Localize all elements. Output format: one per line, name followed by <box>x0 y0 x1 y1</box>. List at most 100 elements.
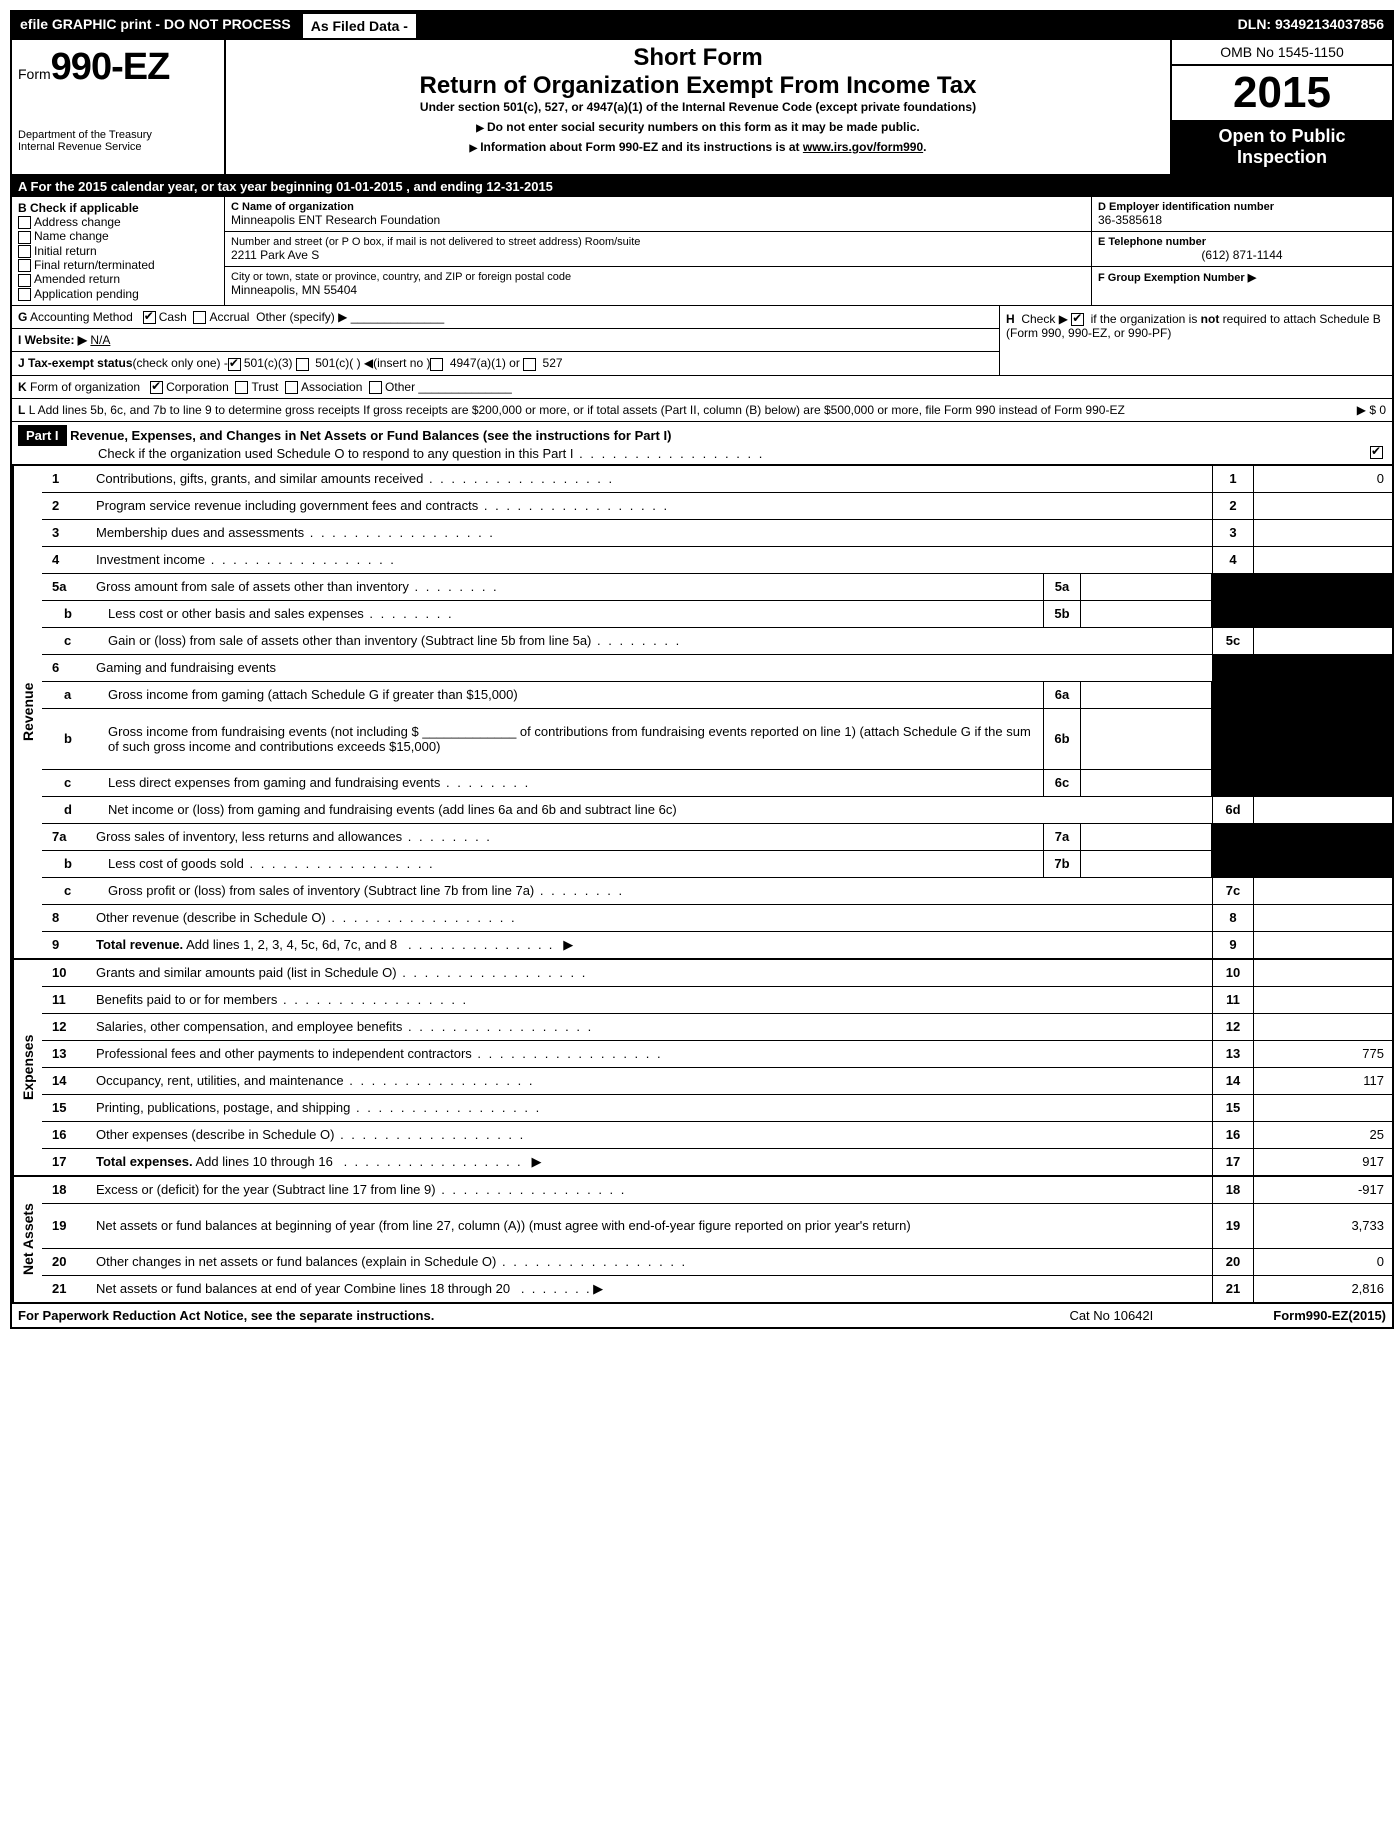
row-l-gross-receipts: L L Add lines 5b, 6c, and 7b to line 9 t… <box>12 399 1392 422</box>
ein-value: 36-3585618 <box>1098 213 1386 227</box>
line-7a-value <box>1081 824 1212 850</box>
as-filed-box: As Filed Data - <box>303 14 416 38</box>
line-2-desc: Program service revenue including govern… <box>92 495 1212 516</box>
line-2-value <box>1253 493 1392 519</box>
chk-527[interactable] <box>523 358 536 371</box>
row-i-website: I Website: ▶ N/A <box>12 329 999 352</box>
bullet-info: Information about Form 990-EZ and its in… <box>234 140 1162 154</box>
line-5b-desc: Less cost or other basis and sales expen… <box>104 603 1043 624</box>
chk-address-change[interactable] <box>18 216 31 229</box>
line-5a-value <box>1081 574 1212 600</box>
chk-application-pending[interactable] <box>18 288 31 301</box>
form-990ez: efile GRAPHIC print - DO NOT PROCESS As … <box>10 10 1394 1329</box>
line-16-value: 25 <box>1253 1122 1392 1148</box>
line-6d-value <box>1253 797 1392 823</box>
header-left: Form990-EZ Department of the Treasury In… <box>12 40 226 174</box>
efile-notice: efile GRAPHIC print - DO NOT PROCESS <box>12 12 299 40</box>
tax-year: 2015 <box>1172 66 1392 120</box>
row-l-amount: ▶ $ 0 <box>1266 403 1386 417</box>
row-j-tax-exempt: J Tax-exempt status(check only one) -501… <box>12 352 999 374</box>
row-a-tax-year: A For the 2015 calendar year, or tax yea… <box>12 176 1392 197</box>
chk-schedule-b[interactable] <box>1071 313 1084 326</box>
catalog-number: Cat No 10642I <box>1069 1308 1153 1323</box>
line-7b-desc: Less cost of goods sold <box>104 853 1043 874</box>
section-bcdef: B Check if applicable Address change Nam… <box>12 197 1392 306</box>
line-5b-value <box>1081 601 1212 627</box>
line-21-value: 2,816 <box>1253 1276 1392 1302</box>
label-org-name: C Name of organization <box>231 201 1085 213</box>
chk-initial-return[interactable] <box>18 245 31 258</box>
org-name: Minneapolis ENT Research Foundation <box>231 213 1085 227</box>
line-12-value <box>1253 1014 1392 1040</box>
chk-final-return[interactable] <box>18 259 31 272</box>
line-4-desc: Investment income <box>92 549 1212 570</box>
line-14-value: 117 <box>1253 1068 1392 1094</box>
chk-amended-return[interactable] <box>18 274 31 287</box>
line-20-desc: Other changes in net assets or fund bala… <box>92 1251 1212 1272</box>
chk-trust[interactable] <box>235 381 248 394</box>
line-6d-desc: Net income or (loss) from gaming and fun… <box>104 799 1212 820</box>
chk-other[interactable] <box>369 381 382 394</box>
title-main: Return of Organization Exempt From Incom… <box>234 72 1162 100</box>
chk-name-change[interactable] <box>18 231 31 244</box>
line-1-value: 0 <box>1253 466 1392 492</box>
line-3-value <box>1253 520 1392 546</box>
line-13-desc: Professional fees and other payments to … <box>92 1043 1212 1064</box>
line-9-desc: Total revenue. Add lines 1, 2, 3, 4, 5c,… <box>92 934 1212 956</box>
part-i-title: Revenue, Expenses, and Changes in Net As… <box>70 428 671 443</box>
line-6-desc: Gaming and fundraising events <box>92 657 1212 678</box>
label-phone: E Telephone number <box>1098 236 1386 248</box>
part-i-label: Part I <box>18 425 67 446</box>
line-12-desc: Salaries, other compensation, and employ… <box>92 1016 1212 1037</box>
dln-number: DLN: 93492134037856 <box>1230 12 1392 40</box>
line-20-value: 0 <box>1253 1249 1392 1275</box>
line-7b-value <box>1081 851 1212 877</box>
line-10-value <box>1253 960 1392 986</box>
line-5c-value <box>1253 628 1392 654</box>
form-header: Form990-EZ Department of the Treasury In… <box>12 40 1392 176</box>
line-10-desc: Grants and similar amounts paid (list in… <box>92 962 1212 983</box>
label-street: Number and street (or P O box, if mail i… <box>231 236 1085 248</box>
line-6a-value <box>1081 682 1212 708</box>
line-16-desc: Other expenses (describe in Schedule O) <box>92 1124 1212 1145</box>
treasury-dept: Department of the Treasury <box>18 129 218 141</box>
netassets-side-label: Net Assets <box>12 1177 42 1302</box>
line-7a-desc: Gross sales of inventory, less returns a… <box>92 826 1043 847</box>
label-city: City or town, state or province, country… <box>231 271 1085 283</box>
city-state-zip: Minneapolis, MN 55404 <box>231 283 1085 297</box>
line-6c-value <box>1081 770 1212 796</box>
chk-association[interactable] <box>285 381 298 394</box>
form-prefix: Form <box>18 66 51 82</box>
row-g-accounting: G Accounting Method Cash Accrual Other (… <box>12 306 999 329</box>
row-h-schedule-b: H Check ▶ if the organization is not req… <box>999 306 1392 375</box>
chk-cash[interactable] <box>143 311 156 324</box>
gh-left: G Accounting Method Cash Accrual Other (… <box>12 306 999 375</box>
bullet-ssn: Do not enter social security numbers on … <box>234 120 1162 134</box>
chk-4947[interactable] <box>430 358 443 371</box>
chk-501c[interactable] <box>296 358 309 371</box>
row-k-form-org: K Form of organization Corporation Trust… <box>12 376 1392 399</box>
line-9-value <box>1253 932 1392 958</box>
line-18-value: -917 <box>1253 1177 1392 1203</box>
line-15-desc: Printing, publications, postage, and shi… <box>92 1097 1212 1118</box>
chk-schedule-o[interactable] <box>1370 446 1383 459</box>
part-i-header: Part I Revenue, Expenses, and Changes in… <box>12 422 1392 465</box>
chk-501c3[interactable] <box>228 358 241 371</box>
expenses-side-label: Expenses <box>12 960 42 1175</box>
line-6c-desc: Less direct expenses from gaming and fun… <box>104 772 1043 793</box>
chk-accrual[interactable] <box>193 311 206 324</box>
subtitle: Under section 501(c), 527, or 4947(a)(1)… <box>234 100 1162 114</box>
revenue-side-label: Revenue <box>12 466 42 958</box>
irs-link[interactable]: www.irs.gov/form990 <box>803 140 923 154</box>
line-4-value <box>1253 547 1392 573</box>
title-short: Short Form <box>234 44 1162 72</box>
street-address: 2211 Park Ave S <box>231 248 1085 262</box>
line-17-value: 917 <box>1253 1149 1392 1175</box>
chk-corporation[interactable] <box>150 381 163 394</box>
label-ein: D Employer identification number <box>1098 201 1386 213</box>
header-center: Short Form Return of Organization Exempt… <box>226 40 1170 174</box>
line-19-desc: Net assets or fund balances at beginning… <box>92 1215 1212 1236</box>
line-13-value: 775 <box>1253 1041 1392 1067</box>
line-6b-desc: Gross income from fundraising events (no… <box>104 721 1043 757</box>
line-17-desc: Total expenses. Add lines 10 through 16 … <box>92 1151 1212 1173</box>
